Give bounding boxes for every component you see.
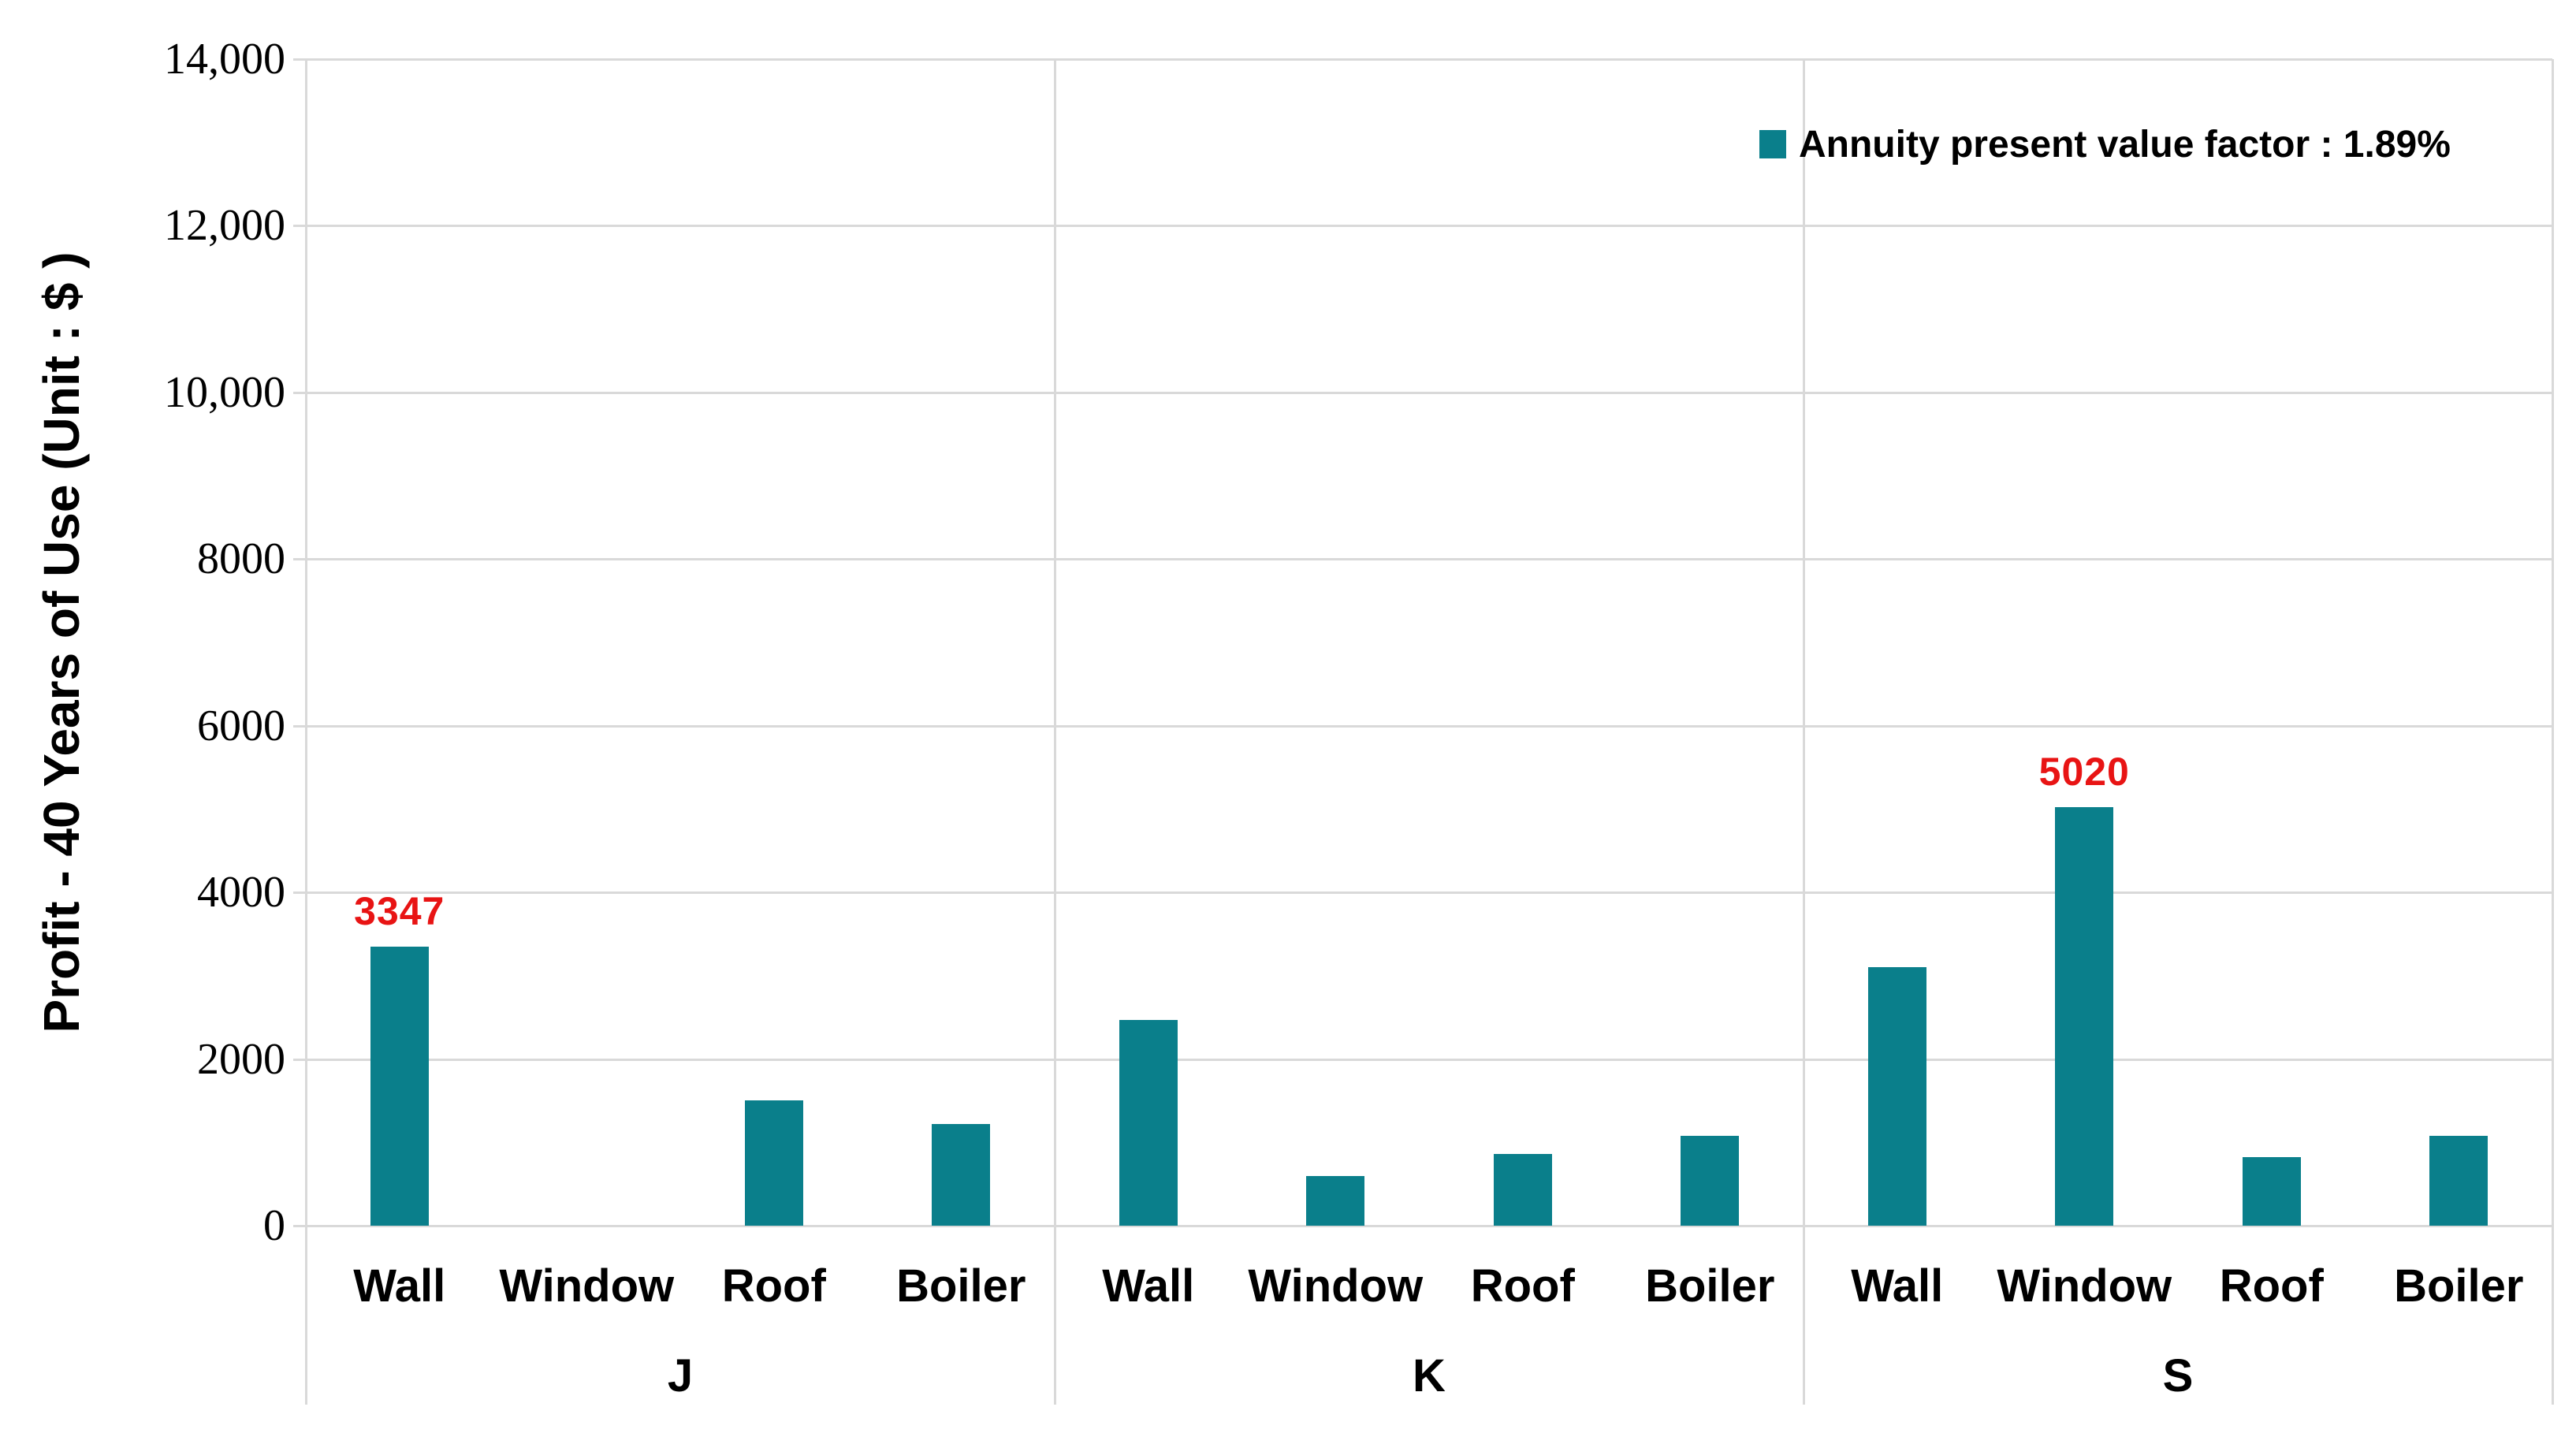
bar (932, 1124, 991, 1226)
y-axis-tick-label: 10,000 (164, 367, 285, 417)
category-label: Boiler (2394, 1260, 2524, 1312)
bar (1681, 1135, 1740, 1226)
y-axis-tick-label: 2000 (197, 1034, 285, 1084)
y-axis-tick-label: 4000 (197, 868, 285, 917)
category-label: Window (1248, 1260, 1424, 1312)
category-label: Wall (353, 1260, 446, 1312)
category-label: Boiler (1645, 1260, 1775, 1312)
legend-label: Annuity present value factor : 1.89% (1799, 123, 2451, 166)
category-label: Roof (1470, 1260, 1575, 1312)
gridline (306, 1058, 2552, 1061)
y-axis-tick-label: 12,000 (164, 201, 285, 251)
plot-left-border (305, 59, 307, 1405)
group-separator (1054, 59, 1056, 1405)
y-axis-tick-mark (293, 1225, 306, 1227)
y-axis-tick-mark (293, 558, 306, 561)
bar (2055, 807, 2114, 1226)
gridline (306, 58, 2552, 61)
bar-data-label: 3347 (354, 889, 445, 934)
category-label: Boiler (896, 1260, 1026, 1312)
group-separator (1803, 59, 1805, 1405)
gridline (306, 1225, 2552, 1227)
legend: Annuity present value factor : 1.89% (1759, 123, 2451, 166)
y-axis-tick-label: 6000 (197, 701, 285, 750)
group-label: K (1413, 1350, 1446, 1401)
legend-swatch (1759, 130, 1786, 158)
y-axis-tick-mark (293, 891, 306, 895)
gridline (306, 724, 2552, 728)
bar (1119, 1019, 1178, 1226)
bar (370, 947, 429, 1226)
gridline (306, 225, 2552, 228)
bar (2242, 1157, 2301, 1226)
category-label: Window (1997, 1260, 2172, 1312)
gridline (306, 391, 2552, 394)
category-label: Wall (1102, 1260, 1195, 1312)
category-label: Roof (2219, 1260, 2324, 1312)
plot-right-border (2552, 59, 2554, 1405)
gridline (306, 558, 2552, 561)
category-label: Roof (721, 1260, 826, 1312)
bar (1867, 967, 1926, 1226)
bar (1306, 1175, 1365, 1226)
y-axis-title: Profit - 40 Years of Use (Unit : $ ) (33, 251, 90, 1033)
y-axis-tick-label: 8000 (197, 534, 285, 584)
y-axis-tick-mark (293, 225, 306, 228)
category-label: Wall (1851, 1260, 1944, 1312)
bar-data-label: 5020 (2038, 750, 2130, 795)
bar (744, 1100, 803, 1226)
gridline (306, 891, 2552, 895)
y-axis-tick-label: 14,000 (164, 35, 285, 84)
y-axis-tick-label: 0 (263, 1201, 285, 1250)
y-axis-tick-mark (293, 391, 306, 394)
category-label: Window (499, 1260, 675, 1312)
y-axis-tick-mark (293, 724, 306, 728)
bar (2429, 1135, 2489, 1226)
y-axis-tick-mark (293, 58, 306, 61)
plot-area (293, 58, 2554, 1405)
group-label: J (667, 1350, 694, 1401)
y-axis-tick-mark (293, 1058, 306, 1061)
group-label: S (2162, 1350, 2194, 1401)
bar (1493, 1154, 1552, 1226)
